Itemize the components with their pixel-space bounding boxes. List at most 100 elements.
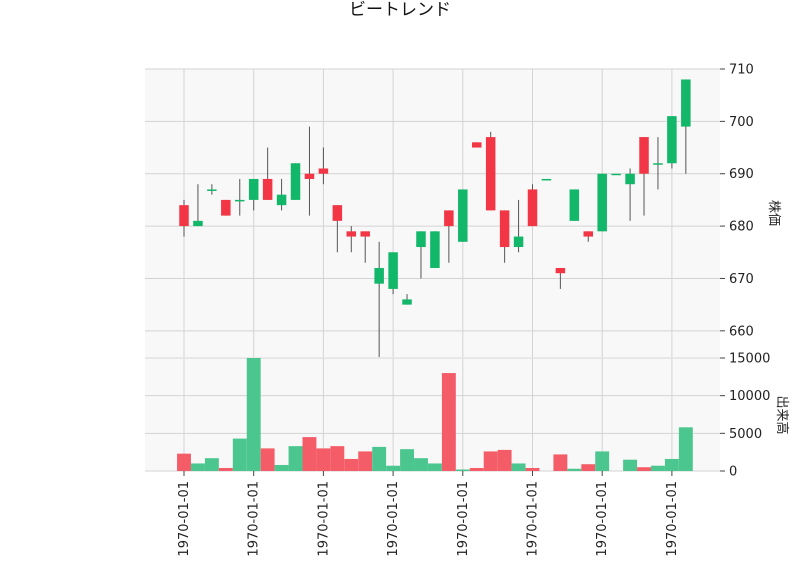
- candle-down: [485, 137, 496, 211]
- candle-down: [262, 178, 273, 200]
- price-candles: [179, 79, 691, 357]
- candle-down: [179, 205, 189, 227]
- price-y-tick-label: 690: [729, 167, 754, 182]
- price-y-tick-label: 700: [729, 115, 754, 130]
- volume-bar: [274, 464, 289, 471]
- volume-bar: [316, 448, 331, 471]
- candle-up: [290, 163, 301, 200]
- candle-up: [276, 194, 287, 206]
- candle-up: [513, 236, 524, 248]
- candle-up: [667, 116, 677, 164]
- price-y-tick-label: 660: [729, 324, 754, 339]
- volume-bar: [204, 458, 219, 471]
- volume-bar: [553, 454, 568, 471]
- volume-bar: [260, 448, 275, 471]
- volume-bar: [358, 451, 373, 471]
- volume-panel: 0 5000 10000 15000 出来高: [145, 352, 790, 480]
- volume-y-tick-label: 5000: [729, 427, 762, 442]
- candle-up: [374, 267, 384, 284]
- volume-bars: [177, 358, 693, 471]
- volume-bar: [218, 467, 233, 471]
- candle-down: [471, 142, 482, 148]
- price-y-tick-label: 670: [729, 272, 754, 287]
- candle-up: [248, 178, 259, 200]
- volume-bar: [511, 463, 526, 471]
- x-tick-label: 1970-01-01: [177, 481, 192, 557]
- candle-up: [193, 220, 203, 227]
- candle-up: [681, 79, 691, 127]
- volume-bar: [581, 464, 596, 471]
- candle-down: [499, 210, 510, 248]
- volume-y-axis: 0 5000 10000 15000: [720, 352, 770, 480]
- volume-bar: [651, 465, 665, 471]
- candle-up: [653, 163, 663, 165]
- volume-y-tick-label: 0: [729, 465, 737, 480]
- price-y-tick-label: 710: [729, 63, 754, 78]
- candle-up: [611, 173, 621, 176]
- volume-bar: [414, 458, 428, 471]
- volume-bar: [330, 446, 345, 471]
- x-tick-label: 1970-01-01: [386, 481, 401, 557]
- x-tick-label: 1970-01-01: [526, 481, 541, 557]
- volume-bar: [483, 451, 498, 471]
- volume-bar: [637, 467, 651, 471]
- candle-up: [235, 199, 245, 202]
- candle-down: [583, 231, 594, 237]
- volume-bar: [288, 446, 303, 471]
- volume-bar: [246, 358, 261, 471]
- price-y-tick-label: 680: [729, 220, 754, 235]
- x-tick-label: 1970-01-01: [595, 481, 610, 557]
- volume-bar: [190, 463, 205, 471]
- candle-down: [221, 199, 231, 216]
- volume-bar: [344, 458, 359, 471]
- x-tick-label: 1970-01-01: [456, 481, 471, 557]
- candle-down: [444, 210, 454, 227]
- volume-bar: [497, 449, 512, 471]
- candle-down: [639, 137, 649, 174]
- volume-y-tick-label: 15000: [729, 352, 770, 367]
- volume-bar: [678, 427, 693, 471]
- volume-bar: [372, 446, 387, 471]
- volume-bar: [427, 463, 442, 471]
- candle-down: [527, 189, 538, 227]
- candle-down: [332, 205, 343, 221]
- candle-down: [360, 231, 370, 237]
- volume-bar: [302, 437, 317, 471]
- volume-bar: [525, 467, 540, 471]
- price-plot-background: [145, 69, 720, 357]
- volume-bar: [177, 453, 191, 471]
- candle-down: [555, 267, 566, 274]
- candle-up: [388, 252, 398, 289]
- candle-down: [346, 231, 357, 237]
- candle-up: [569, 189, 580, 221]
- volume-y-axis-label: 出来高: [774, 395, 790, 434]
- volume-bar: [623, 459, 638, 471]
- volume-bar: [469, 467, 484, 471]
- volume-bar: [567, 468, 582, 471]
- volume-bar: [232, 438, 247, 471]
- price-panel: 660 670 680 690 700 710 株価: [145, 63, 781, 357]
- candle-up: [597, 173, 607, 232]
- candle-up: [207, 189, 217, 191]
- volume-bar: [455, 469, 470, 471]
- price-y-axis: 660 670 680 690 700 710: [720, 63, 754, 339]
- candle-up: [430, 231, 440, 268]
- volume-bar: [595, 451, 610, 471]
- candle-up: [625, 173, 635, 185]
- chart-title: ビートレンド: [349, 0, 451, 20]
- x-axis: 1970-01-01 1970-01-01 1970-01-01 1970-01-01…: [177, 471, 680, 557]
- price-y-axis-label: 株価: [766, 200, 781, 226]
- volume-bar: [386, 465, 401, 471]
- x-tick-label: 1970-01-01: [316, 481, 331, 557]
- candle-up: [541, 178, 552, 181]
- volume-bar: [664, 458, 679, 471]
- volume-plot-background: [145, 358, 720, 471]
- candle-up: [402, 299, 412, 305]
- volume-bar: [400, 449, 414, 471]
- volume-y-tick-label: 10000: [729, 389, 770, 404]
- x-tick-label: 1970-01-01: [247, 481, 262, 557]
- x-tick-label: 1970-01-01: [665, 481, 680, 557]
- candle-down: [318, 168, 329, 174]
- candle-up: [458, 189, 468, 242]
